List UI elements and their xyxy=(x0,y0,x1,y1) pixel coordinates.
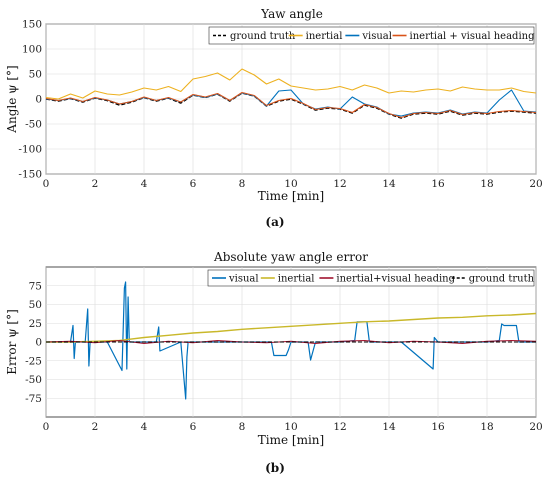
chart-a-xtick-label: 16 xyxy=(431,178,445,190)
chart-a-legend-box xyxy=(208,26,535,45)
chart-a-xtick-label: 0 xyxy=(43,178,50,190)
chart-b-xtick-label: 10 xyxy=(284,421,297,433)
chart-b-xtick-label: 2 xyxy=(92,421,99,433)
chart-a-xtick-label: 2 xyxy=(92,178,99,190)
chart-b-ytick-label: -50 xyxy=(25,374,42,386)
chart-b-legend-label: visual xyxy=(228,274,259,285)
chart-b-legend-label: inertial xyxy=(278,274,315,285)
chart-b-title: Absolute yaw angle error xyxy=(213,250,368,264)
chart-a-xtick-label: 14 xyxy=(382,178,396,190)
chart-a-legend: ground truth inertial visual inertial + vis… xyxy=(208,26,536,45)
chart-a-series-line xyxy=(45,91,537,119)
chart-a-series xyxy=(45,68,537,119)
chart-a-ytick-label: 100 xyxy=(22,44,42,56)
chart-b-xlabel: Time [min] xyxy=(258,433,324,447)
chart-b-xtick-label: 18 xyxy=(480,421,493,433)
chart-a-caption: (a) xyxy=(265,215,284,229)
chart-b-legend-label: inertial+visual heading xyxy=(336,274,455,285)
chart-a-ytick-label: -100 xyxy=(18,144,42,156)
chart-a-ytick-label: -150 xyxy=(18,169,42,181)
chart-a-xtick-label: 4 xyxy=(141,178,148,190)
chart-a-ytick-label: -50 xyxy=(25,119,42,131)
chart-a-xtick-label: 8 xyxy=(239,178,246,190)
chart-a-xtick-label: 10 xyxy=(284,178,297,190)
chart-b-ytick-label: 50 xyxy=(29,299,42,311)
chart-a-ytick-label: 50 xyxy=(29,69,42,81)
chart-b-ytick-label: -25 xyxy=(25,355,42,367)
chart-b-xtick-label: 16 xyxy=(431,421,445,433)
chart-b-ytick-label: 75 xyxy=(29,280,42,292)
chart-b-ytick-label: 0 xyxy=(35,337,42,349)
chart-b-series xyxy=(45,281,537,400)
chart-b-xtick-label: 20 xyxy=(529,421,542,433)
chart-a-xtick-label: 20 xyxy=(529,178,542,190)
chart-b-xtick-label: 8 xyxy=(239,421,246,433)
chart-b-xtick-label: 14 xyxy=(382,421,396,433)
chart-b-ytick-label: 25 xyxy=(29,318,42,330)
chart-b-series-line xyxy=(46,312,537,343)
chart-a-ticks: 0 2 4 6 8 10 12 14 16 18 20 -150 -100 -50 0 50 100 150 xyxy=(18,19,542,191)
chart-b-xtick-label: 0 xyxy=(43,421,50,433)
chart-a-title: Yaw angle xyxy=(260,7,323,21)
yaw-error-chart: Absolute yaw angle error 0 2 4 6 8 10 12 14 16 18… xyxy=(5,250,543,475)
chart-b-xtick-label: 6 xyxy=(190,421,197,433)
chart-a-xtick-label: 6 xyxy=(190,178,197,190)
chart-b-ylabel: Error ψ [°] xyxy=(5,309,19,375)
chart-a-xtick-label: 18 xyxy=(480,178,493,190)
chart-a-xtick-label: 12 xyxy=(333,178,346,190)
chart-a-legend-label: ground truth xyxy=(230,31,296,42)
chart-b-legend-box xyxy=(207,269,535,287)
chart-a-legend-label: inertial xyxy=(306,31,343,42)
chart-a-series-line xyxy=(45,68,537,100)
chart-b-legend-label: ground truth xyxy=(469,274,535,285)
chart-a-grid xyxy=(45,23,537,175)
chart-b-ticks: 0 2 4 6 8 10 12 14 16 18 20 -75 -50 -25 0 25 50 75 xyxy=(25,280,543,433)
chart-a-ytick-label: 0 xyxy=(35,94,42,106)
chart-a-legend-label: inertial + visual heading xyxy=(410,31,536,42)
chart-a-ylabel: Angle ψ [°] xyxy=(5,65,19,133)
chart-b-ytick-label: -75 xyxy=(25,393,42,405)
chart-b-caption: (b) xyxy=(265,461,285,475)
chart-b-xtick-label: 4 xyxy=(141,421,148,433)
chart-a-legend-label: visual xyxy=(361,31,392,42)
chart-b-xtick-label: 12 xyxy=(333,421,346,433)
chart-a-xlabel: Time [min] xyxy=(258,189,324,203)
chart-a-ytick-label: 150 xyxy=(22,19,42,31)
yaw-angle-chart: Yaw angle 0 2 4 6 8 10 12 14 16 18 20 -150 -100 -50 0 5… xyxy=(5,7,543,229)
chart-b-legend: visual inertial inertial+visual heading gro… xyxy=(207,269,535,287)
